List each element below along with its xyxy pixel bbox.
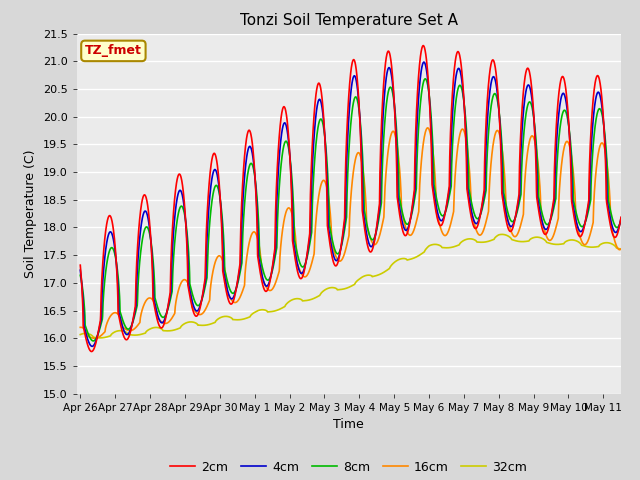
Line: 4cm: 4cm (80, 62, 638, 347)
32cm (559, 241, 567, 247)
2cm (253, 210, 260, 216)
16cm (393, 141, 401, 147)
16cm (76, 324, 84, 330)
Line: 32cm: 32cm (80, 234, 638, 338)
16cm (132, 324, 140, 330)
8cm (528, 103, 536, 108)
8cm (253, 191, 260, 196)
4cm (132, 294, 140, 300)
32cm (253, 308, 260, 314)
32cm (132, 332, 140, 338)
Y-axis label: Soil Temperature (C): Soil Temperature (C) (24, 149, 38, 278)
2cm (419, 43, 427, 48)
2cm (559, 74, 567, 80)
X-axis label: Time: Time (333, 418, 364, 431)
4cm (420, 59, 428, 65)
2cm (132, 270, 140, 276)
2cm (393, 180, 401, 186)
4cm (528, 94, 536, 99)
4cm (88, 344, 96, 349)
2cm (88, 348, 95, 354)
16cm (627, 173, 635, 179)
8cm (422, 76, 429, 82)
2cm (627, 73, 635, 79)
16cm (559, 150, 567, 156)
8cm (90, 338, 97, 344)
32cm (528, 236, 536, 241)
32cm (96, 335, 104, 341)
32cm (634, 243, 640, 249)
32cm (76, 332, 84, 337)
4cm (627, 93, 635, 98)
32cm (627, 247, 635, 252)
4cm (559, 90, 567, 96)
8cm (627, 115, 635, 121)
Line: 16cm: 16cm (80, 128, 638, 338)
16cm (424, 125, 431, 131)
Legend: 2cm, 4cm, 8cm, 16cm, 32cm: 2cm, 4cm, 8cm, 16cm, 32cm (165, 456, 532, 479)
Line: 2cm: 2cm (80, 46, 638, 351)
8cm (634, 117, 640, 122)
Title: Tonzi Soil Temperature Set A: Tonzi Soil Temperature Set A (240, 13, 458, 28)
4cm (634, 116, 640, 121)
16cm (634, 143, 640, 149)
16cm (253, 233, 260, 239)
Text: TZ_fmet: TZ_fmet (85, 44, 142, 58)
4cm (253, 200, 260, 206)
8cm (132, 307, 140, 312)
8cm (559, 109, 567, 115)
8cm (393, 133, 401, 139)
Line: 8cm: 8cm (80, 79, 638, 341)
32cm (498, 231, 506, 237)
16cm (528, 133, 536, 139)
8cm (76, 272, 84, 278)
2cm (634, 113, 640, 119)
4cm (76, 267, 84, 273)
32cm (393, 258, 401, 264)
16cm (91, 336, 99, 341)
2cm (76, 262, 84, 268)
2cm (528, 84, 536, 90)
4cm (393, 154, 401, 159)
